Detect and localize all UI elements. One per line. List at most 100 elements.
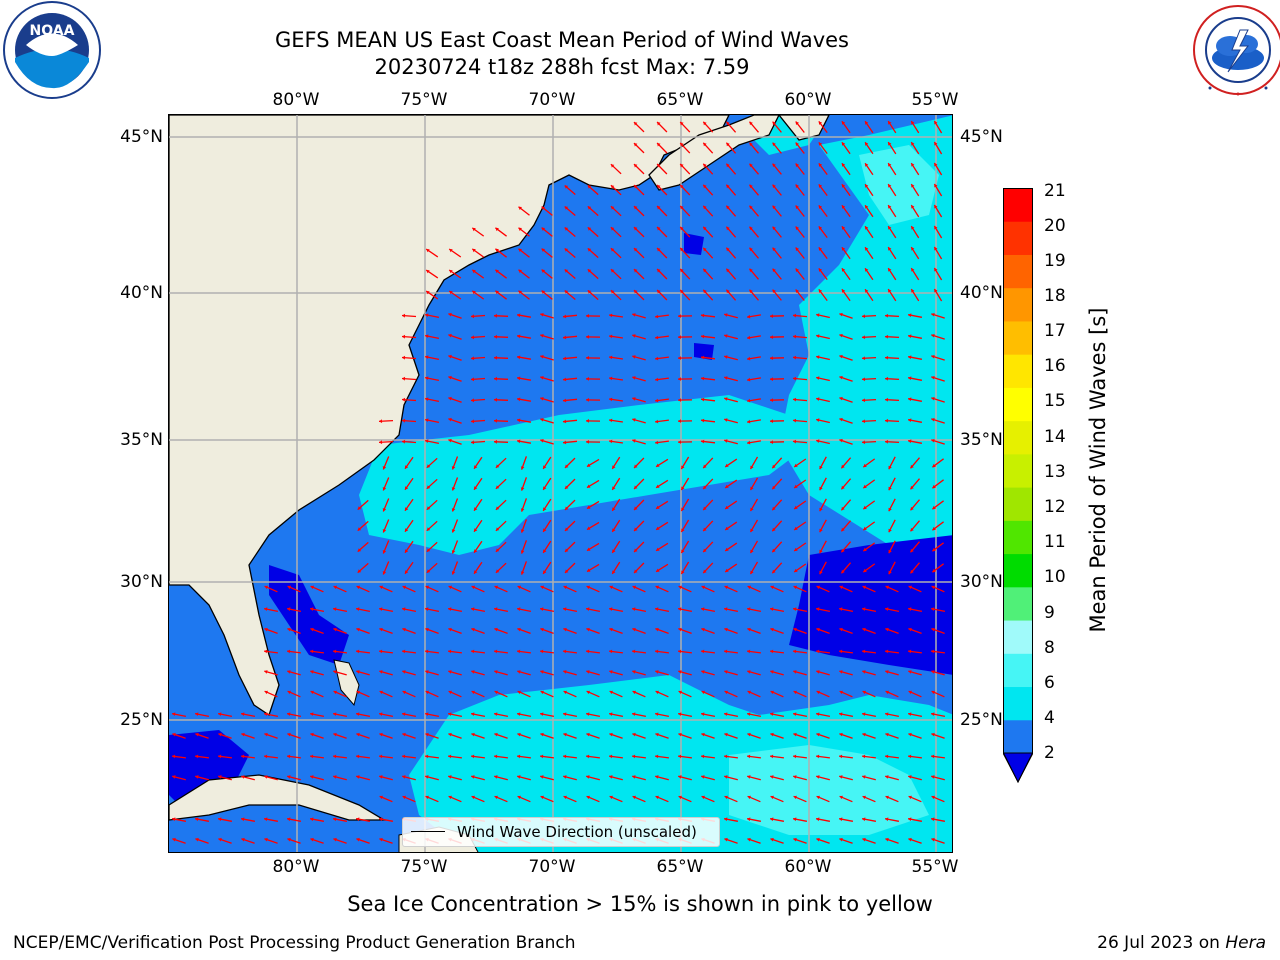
wind-wave-arrowhead [865, 289, 869, 293]
colorbar-swatch [1003, 387, 1033, 422]
wind-wave-arrowhead [908, 670, 912, 674]
wind-wave-arrowhead [841, 464, 845, 469]
wind-wave-arrowhead [839, 396, 843, 401]
wind-wave-arrowhead [471, 440, 475, 445]
wind-wave-arrowhead [451, 466, 456, 470]
wind-wave-arrowhead [382, 487, 387, 491]
wind-wave-arrowhead [609, 732, 613, 737]
wind-wave-arrowhead [586, 712, 590, 716]
wind-wave-arrowhead [540, 754, 544, 759]
wind-wave-arrowhead [563, 335, 567, 340]
wind-wave-arrowhead [609, 754, 613, 759]
colorbar-swatch [1003, 553, 1033, 588]
wind-wave-arrowhead [888, 226, 892, 230]
wind-wave-arrowhead [888, 486, 892, 491]
wind-wave-arrowhead [701, 355, 705, 360]
wind-wave-arrowhead [451, 550, 456, 554]
wind-wave-arrowhead [701, 627, 705, 632]
colorbar-tick: 6 [1044, 673, 1055, 693]
wind-wave-arrowhead [586, 335, 589, 339]
wind-wave-arrowhead [632, 732, 636, 737]
wind-wave-arrowhead [494, 355, 497, 360]
wind-wave-arrowhead [678, 732, 682, 737]
wind-wave-arrowhead [632, 670, 636, 674]
wind-wave-arrowhead [333, 607, 337, 611]
wind-wave-arrowhead [518, 206, 522, 210]
wind-wave-arrowhead [655, 440, 659, 445]
wind-wave-arrowhead [934, 247, 938, 251]
wind-wave-arrowhead [793, 376, 797, 381]
wind-wave-arrowhead [862, 440, 866, 445]
wind-wave-arrowhead [310, 775, 314, 779]
wind-wave-arrowhead [818, 184, 823, 188]
wind-wave-arrowhead [908, 627, 912, 632]
wind-wave-arrowhead [425, 775, 429, 779]
wind-wave-arrowhead [264, 837, 268, 842]
wind-wave-arrowhead [610, 227, 615, 231]
wind-wave-arrowhead [565, 548, 569, 552]
wind-wave-arrowhead [587, 269, 592, 273]
wind-wave-arrowhead [839, 417, 843, 422]
wind-wave-arrowhead [770, 335, 773, 339]
colorbar-swatch [1003, 653, 1033, 688]
wind-wave-arrowhead [818, 205, 823, 209]
wind-wave-arrowhead [703, 142, 707, 147]
wind-wave-arrowhead [725, 484, 729, 488]
wind-wave-arrowhead [518, 290, 522, 294]
wind-wave-arrowhead [632, 585, 637, 590]
wind-wave-arrowhead [931, 585, 936, 590]
lon-label-top: 75°W [400, 90, 448, 110]
wind-wave-arrowhead [910, 527, 914, 532]
wind-wave-arrowhead [819, 486, 823, 491]
wind-wave-arrowhead [287, 690, 291, 695]
wind-wave-arrowhead [793, 837, 797, 842]
wind-wave-arrowhead [541, 227, 546, 231]
wind-wave-arrowhead [586, 377, 589, 381]
wind-wave-arrowhead [819, 570, 823, 575]
wind-wave-arrowhead [543, 465, 547, 469]
wind-wave-arrowhead [931, 607, 935, 611]
wind-wave-arrowhead [402, 649, 406, 654]
wind-wave-arrowhead [703, 184, 707, 189]
wind-wave-arrowhead [379, 754, 383, 759]
wind-wave-arrowhead [655, 775, 659, 779]
wind-wave-arrowhead [701, 712, 705, 716]
wind-wave-arrowhead [772, 247, 776, 251]
wind-wave-arrowhead [818, 142, 823, 146]
wind-wave-arrowhead [586, 607, 590, 611]
wind-wave-arrowhead [678, 356, 681, 360]
wind-wave-arrowhead [632, 775, 636, 779]
wave-period-under-2-region [789, 535, 952, 675]
wind-wave-arrowhead [494, 585, 499, 590]
wind-wave-arrowhead [426, 464, 431, 468]
wind-wave-arrowhead [725, 568, 729, 572]
wind-wave-arrowhead [678, 314, 681, 318]
colorbar-swatches [1002, 188, 1034, 784]
wind-wave-arrowhead [310, 754, 314, 759]
footer-date-text: 26 Jul 2023 on [1097, 933, 1226, 953]
wind-wave-arrowhead [818, 268, 823, 272]
wind-wave-arrowhead [701, 775, 705, 779]
wind-wave-arrowhead [885, 439, 889, 444]
wind-wave-arrowhead [910, 569, 914, 574]
wind-wave-arrowhead [818, 121, 823, 125]
wind-wave-arrowhead [451, 571, 456, 575]
map-legend: Wind Wave Direction (unscaled) [402, 817, 720, 847]
wind-wave-arrowhead [865, 184, 869, 188]
colorbar-swatch [1003, 420, 1033, 455]
wind-wave-arrowhead [816, 754, 820, 759]
wind-wave-arrowhead [172, 754, 176, 759]
wind-wave-arrowhead [865, 205, 869, 209]
footer-branch: NCEP/EMC/Verification Post Processing Pr… [13, 933, 576, 953]
wind-wave-arrowhead [865, 226, 869, 230]
wind-wave-arrowhead [885, 817, 889, 822]
wind-wave-arrowhead [632, 690, 636, 695]
colorbar-tick: 17 [1044, 321, 1066, 341]
wind-wave-arrowhead [402, 795, 406, 800]
wind-wave-arrowhead [587, 568, 591, 572]
wind-wave-arrowhead [172, 712, 176, 716]
wind-wave-arrowhead [448, 670, 452, 674]
wind-wave-arrowhead [701, 732, 705, 737]
wind-wave-arrowhead [701, 670, 705, 674]
wind-wave-arrowhead [471, 398, 475, 403]
